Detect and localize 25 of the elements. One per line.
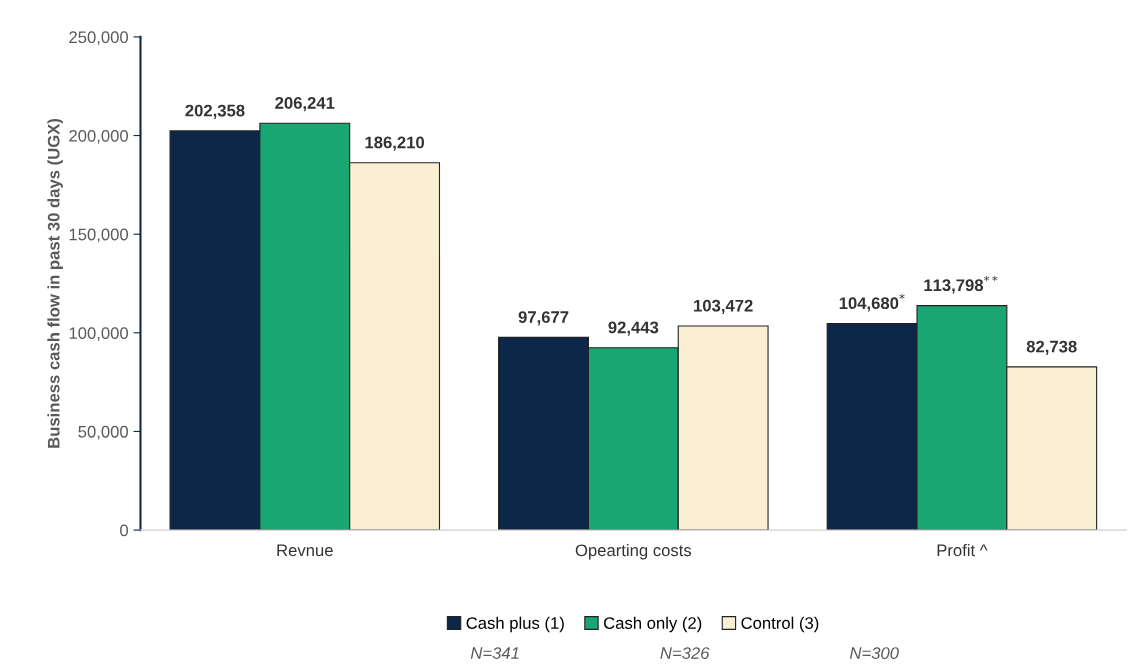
y-tick-label: 50,000 <box>78 425 129 440</box>
legend-label: Cash only (2) <box>604 616 702 633</box>
x-tick-label: Profit ^ <box>937 543 988 557</box>
data-label: 92,443 <box>608 321 659 336</box>
text: N=300 <box>849 647 899 659</box>
text: N=341 <box>470 647 519 659</box>
legend-label: Cash plus (1) <box>466 616 564 633</box>
y-tick-label: 150,000 <box>69 228 129 243</box>
text: N=326 <box>660 647 710 659</box>
legend-label: Control (3) <box>741 616 819 633</box>
y-tick-label: 0 <box>120 524 129 537</box>
data-label: 103,472 <box>694 299 753 314</box>
y-tick-label: 250,000 <box>69 31 129 46</box>
x-tick-label: Opearting costs <box>575 543 692 560</box>
data-label: 82,738 <box>1026 340 1077 355</box>
y-axis-title: Business cash flow in past 30 days (UGX) <box>47 118 63 448</box>
data-label: 202,358 <box>185 104 245 119</box>
data-label: 113,798$^{**}$ <box>924 275 998 294</box>
x-tick-label: Revnue <box>277 544 333 557</box>
data-label: 104,680$^{*}$ <box>839 293 905 312</box>
data-label: 97,677 <box>518 311 569 326</box>
y-tick-label: 200,000 <box>69 129 129 144</box>
data-label: 206,241 <box>275 97 335 112</box>
data-label: 186,210 <box>365 136 425 151</box>
y-tick-label: 100,000 <box>69 327 129 341</box>
